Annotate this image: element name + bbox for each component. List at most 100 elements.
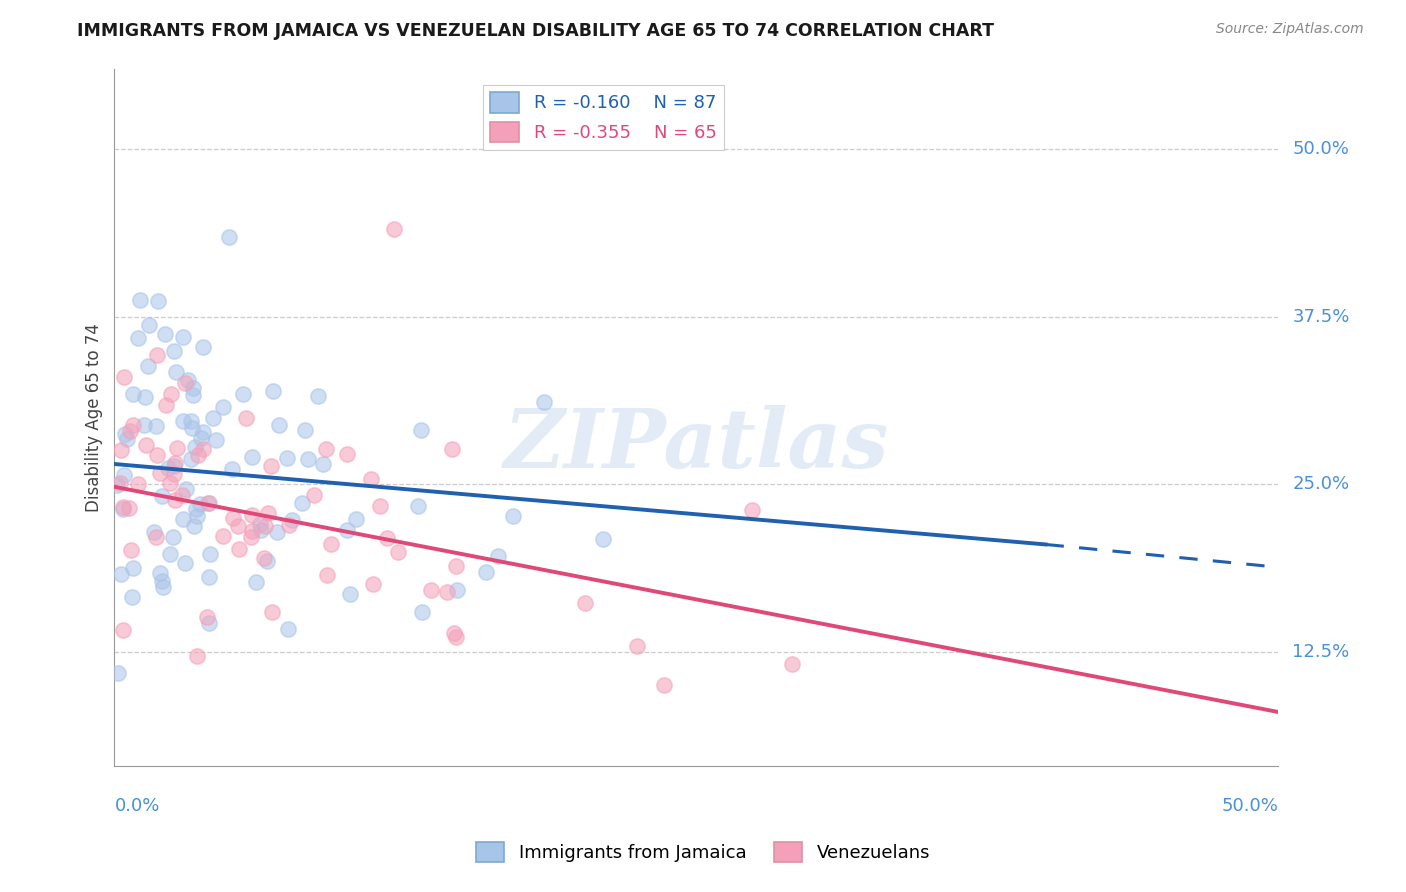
Point xyxy=(193,442,215,456)
Point xyxy=(281,513,304,527)
Point xyxy=(108,475,131,490)
Point xyxy=(166,442,188,456)
Point xyxy=(486,549,509,563)
Point xyxy=(278,517,301,532)
Point xyxy=(173,556,195,570)
Point xyxy=(240,450,263,464)
Legend: Immigrants from Jamaica, Venezuelans: Immigrants from Jamaica, Venezuelans xyxy=(468,834,938,870)
Point xyxy=(382,222,405,236)
Point xyxy=(120,424,142,438)
Point xyxy=(110,566,132,581)
Point xyxy=(240,524,263,538)
Point xyxy=(235,411,257,425)
Point xyxy=(741,503,763,517)
Point xyxy=(150,489,173,503)
Point xyxy=(157,461,180,475)
Point xyxy=(198,570,221,584)
Text: ZIPatlas: ZIPatlas xyxy=(503,405,889,485)
Point xyxy=(312,458,335,472)
Point xyxy=(245,575,267,590)
Point xyxy=(221,461,243,475)
Point xyxy=(319,537,342,551)
Point xyxy=(253,551,276,566)
Point xyxy=(260,458,283,473)
Text: 50.0%: 50.0% xyxy=(1292,140,1350,158)
Point xyxy=(256,506,278,520)
Point xyxy=(336,524,359,538)
Y-axis label: Disability Age 65 to 74: Disability Age 65 to 74 xyxy=(86,323,103,511)
Point xyxy=(411,423,433,437)
Point xyxy=(127,331,149,345)
Point xyxy=(122,417,145,432)
Point xyxy=(198,615,221,630)
Point xyxy=(186,648,208,663)
Point xyxy=(163,456,186,470)
Point xyxy=(315,568,337,582)
Point xyxy=(277,623,299,637)
Point xyxy=(256,554,278,568)
Text: 0.0%: 0.0% xyxy=(114,797,160,815)
Point xyxy=(146,448,169,462)
Text: 12.5%: 12.5% xyxy=(1292,643,1350,661)
Point xyxy=(574,596,596,610)
Point xyxy=(159,387,181,401)
Point xyxy=(198,547,221,561)
Point xyxy=(436,584,458,599)
Point xyxy=(184,440,207,454)
Point xyxy=(122,387,145,401)
Point xyxy=(145,418,167,433)
Point xyxy=(411,605,433,619)
Point xyxy=(260,605,283,619)
Point xyxy=(134,390,156,404)
Point xyxy=(228,541,250,556)
Point xyxy=(132,417,155,432)
Point xyxy=(302,488,325,502)
Point xyxy=(163,458,186,473)
Point xyxy=(339,587,361,601)
Point xyxy=(127,476,149,491)
Point xyxy=(222,511,245,525)
Point xyxy=(153,326,176,341)
Point xyxy=(446,630,468,644)
Point xyxy=(232,387,254,401)
Point xyxy=(180,414,202,428)
Point xyxy=(443,625,465,640)
Point xyxy=(626,639,648,653)
Point xyxy=(163,467,186,481)
Point xyxy=(267,418,290,433)
Point xyxy=(163,492,186,507)
Point xyxy=(294,423,316,437)
Point xyxy=(172,512,194,526)
Point xyxy=(419,582,441,597)
Point xyxy=(112,500,135,514)
Point xyxy=(165,365,187,379)
Point xyxy=(112,468,135,483)
Point xyxy=(136,359,159,374)
Point xyxy=(253,519,276,533)
Point xyxy=(198,495,221,509)
Point xyxy=(307,389,329,403)
Point xyxy=(533,395,555,409)
Point xyxy=(172,414,194,428)
Point xyxy=(440,442,463,457)
Point xyxy=(368,500,391,514)
Point xyxy=(315,442,337,457)
Point xyxy=(128,293,150,307)
Point xyxy=(186,509,208,524)
Point xyxy=(502,508,524,523)
Point xyxy=(112,502,135,516)
Point xyxy=(173,376,195,390)
Point xyxy=(146,348,169,362)
Point xyxy=(183,519,205,533)
Point xyxy=(177,373,200,387)
Point xyxy=(262,384,284,399)
Point xyxy=(780,657,803,671)
Point xyxy=(239,530,262,544)
Point xyxy=(143,524,166,539)
Point xyxy=(297,451,319,466)
Point xyxy=(159,547,181,561)
Point xyxy=(266,524,288,539)
Point xyxy=(592,532,614,546)
Point xyxy=(250,523,273,537)
Point xyxy=(187,448,209,462)
